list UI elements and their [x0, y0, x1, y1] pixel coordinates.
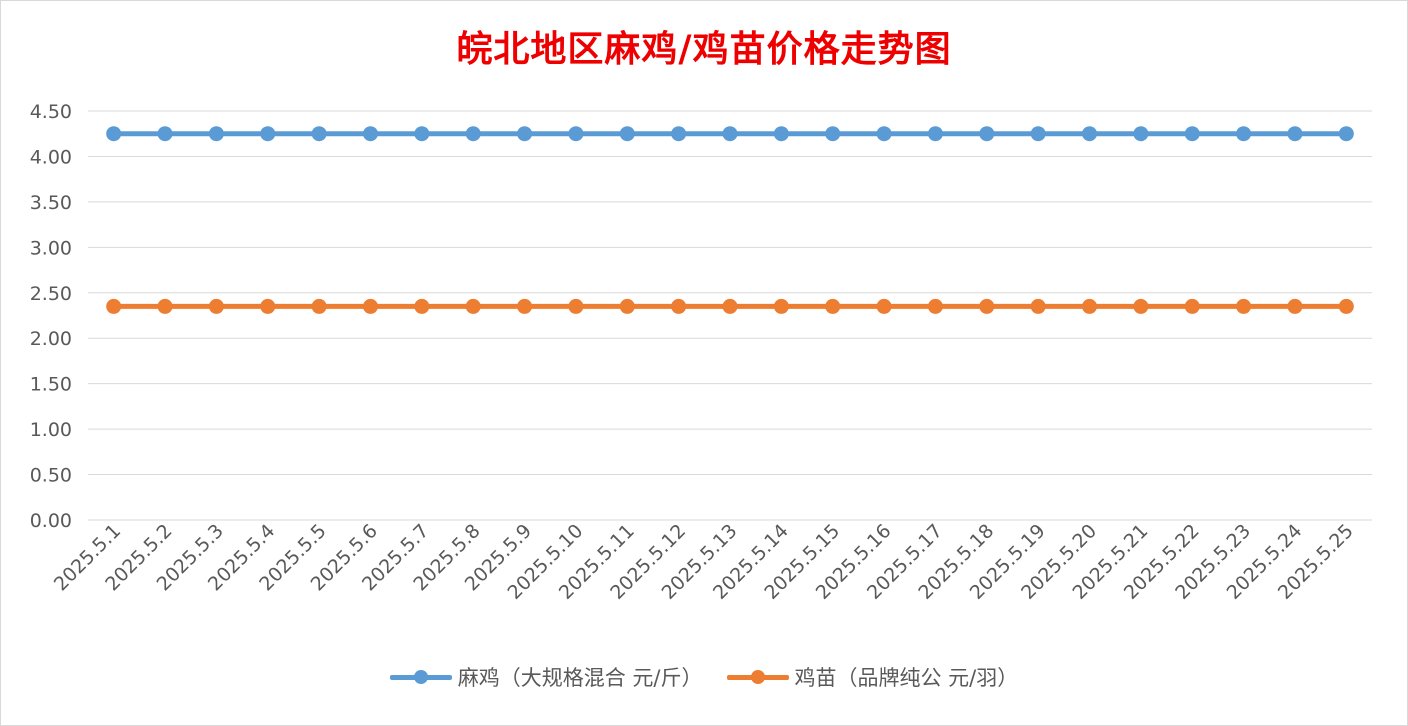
legend-swatch-series-1 [389, 670, 452, 684]
data-point-series-2[interactable] [311, 298, 327, 314]
data-point-series-2[interactable] [619, 298, 635, 314]
legend-label-series-2: 鸡苗（品牌纯公 元/羽） [794, 666, 1019, 690]
data-point-series-1[interactable] [517, 126, 533, 142]
data-point-series-2[interactable] [671, 298, 687, 314]
data-point-series-2[interactable] [106, 298, 122, 314]
data-point-series-1[interactable] [1082, 126, 1098, 142]
data-point-series-2[interactable] [465, 298, 481, 314]
data-point-series-1[interactable] [773, 126, 789, 142]
data-point-series-2[interactable] [157, 298, 173, 314]
data-point-series-2[interactable] [1338, 298, 1354, 314]
y-axis-ticks: 0.00 0.50 1.00 1.50 2.00 2.50 3.00 3.50 4.00 4.50 [30, 101, 72, 532]
y-tick-label: 0.50 [30, 465, 72, 487]
legend-item-series-1[interactable]: 麻鸡（大规格混合 元/斤） [389, 662, 703, 692]
y-tick-label: 3.00 [30, 237, 72, 259]
data-point-series-2[interactable] [1082, 298, 1098, 314]
data-point-series-1[interactable] [1030, 126, 1046, 142]
y-tick-label: 4.00 [30, 146, 72, 168]
data-point-series-2[interactable] [362, 298, 378, 314]
y-tick-label: 1.50 [30, 374, 72, 396]
y-tick-label: 1.00 [30, 419, 72, 441]
legend-label-series-1: 麻鸡（大规格混合 元/斤） [457, 666, 703, 690]
data-point-series-1[interactable] [825, 126, 841, 142]
chart-title: 皖北地区麻鸡/鸡苗价格走势图 [456, 28, 952, 70]
y-tick-label: 2.50 [30, 283, 72, 305]
y-tick-label: 2.00 [30, 328, 72, 350]
data-point-series-1[interactable] [619, 126, 635, 142]
data-point-series-2[interactable] [825, 298, 841, 314]
data-point-series-2[interactable] [260, 298, 276, 314]
data-point-series-2[interactable] [722, 298, 738, 314]
data-point-series-1[interactable] [414, 126, 430, 142]
data-point-series-1[interactable] [260, 126, 276, 142]
data-point-series-2[interactable] [517, 298, 533, 314]
y-tick-label: 0.00 [30, 510, 72, 532]
data-point-series-2[interactable] [1287, 298, 1303, 314]
data-point-series-1[interactable] [671, 126, 687, 142]
series-group [106, 126, 1354, 314]
data-point-series-1[interactable] [722, 126, 738, 142]
data-point-series-1[interactable] [362, 126, 378, 142]
x-axis-ticks: 2025.5.12025.5.22025.5.32025.5.42025.5.5… [50, 520, 1358, 604]
y-tick-label: 3.50 [30, 192, 72, 214]
data-point-series-2[interactable] [979, 298, 995, 314]
data-point-series-1[interactable] [1236, 126, 1252, 142]
data-point-series-2[interactable] [1236, 298, 1252, 314]
data-point-series-1[interactable] [1184, 126, 1200, 142]
data-point-series-1[interactable] [465, 126, 481, 142]
data-point-series-2[interactable] [1184, 298, 1200, 314]
data-point-series-1[interactable] [568, 126, 584, 142]
data-point-series-1[interactable] [876, 126, 892, 142]
data-point-series-2[interactable] [568, 298, 584, 314]
data-point-series-1[interactable] [1287, 126, 1303, 142]
data-point-series-2[interactable] [414, 298, 430, 314]
data-point-series-2[interactable] [1133, 298, 1149, 314]
legend-marker-series-2 [750, 670, 765, 684]
legend-item-series-2[interactable]: 鸡苗（品牌纯公 元/羽） [726, 662, 1019, 692]
data-point-series-2[interactable] [927, 298, 943, 314]
data-point-series-2[interactable] [773, 298, 789, 314]
data-point-series-1[interactable] [157, 126, 173, 142]
data-point-series-1[interactable] [311, 126, 327, 142]
data-point-series-2[interactable] [208, 298, 224, 314]
data-point-series-2[interactable] [876, 298, 892, 314]
data-point-series-1[interactable] [979, 126, 995, 142]
data-point-series-2[interactable] [1030, 298, 1046, 314]
y-tick-label: 4.50 [30, 101, 72, 123]
grid-lines [88, 110, 1372, 521]
legend-swatch-series-2 [726, 670, 789, 684]
data-point-series-1[interactable] [208, 126, 224, 142]
legend-marker-series-1 [413, 670, 428, 684]
data-point-series-1[interactable] [927, 126, 943, 142]
data-point-series-1[interactable] [106, 126, 122, 142]
data-point-series-1[interactable] [1133, 126, 1149, 142]
data-point-series-1[interactable] [1338, 126, 1354, 142]
legend: 麻鸡（大规格混合 元/斤） 鸡苗（品牌纯公 元/羽） [0, 662, 1408, 692]
